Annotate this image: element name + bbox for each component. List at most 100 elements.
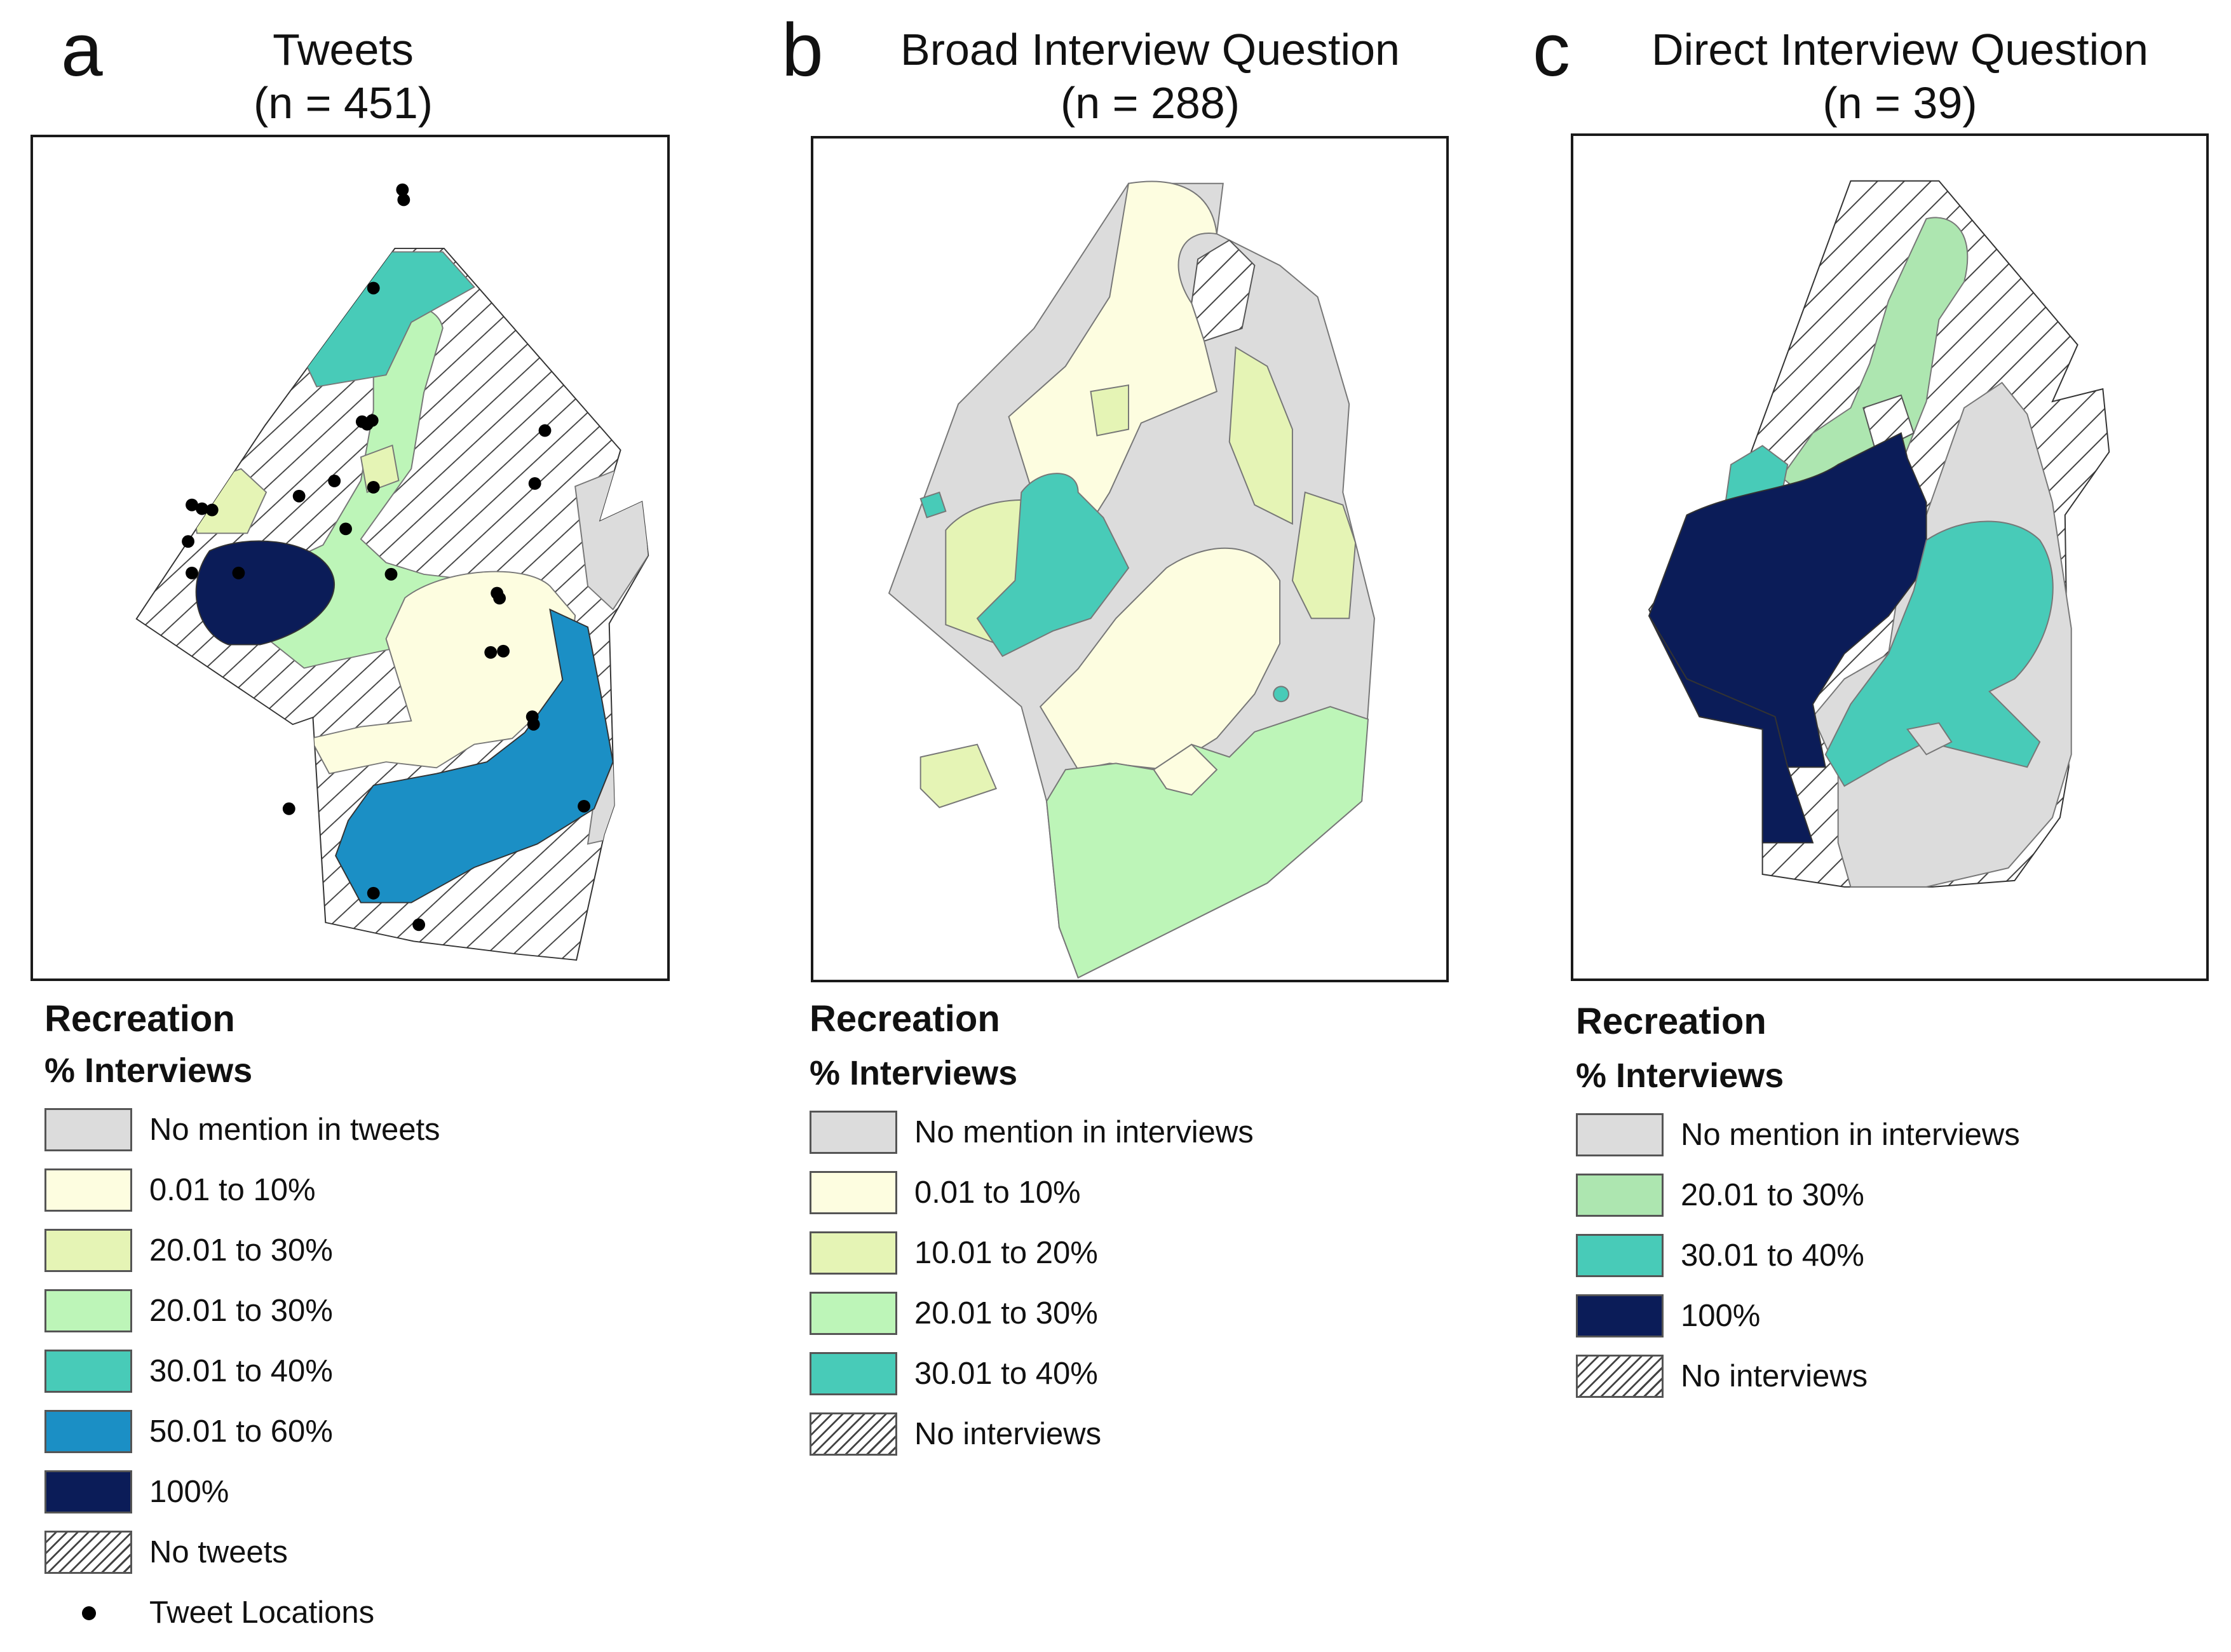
panel-letter: c — [1533, 8, 1570, 92]
legend-label: 30.01 to 40% — [1681, 1238, 1864, 1273]
region-30-40 — [919, 491, 947, 518]
legend-swatch — [44, 1531, 132, 1574]
legend-swatch — [810, 1352, 897, 1395]
legend-label: 30.01 to 40% — [149, 1354, 333, 1388]
legend-item: No mention in tweets — [44, 1108, 680, 1154]
region-10-20 — [1291, 491, 1357, 620]
choropleth-map — [1648, 180, 2110, 888]
legend-item: 10.01 to 20% — [810, 1231, 1445, 1277]
region-30-40 — [976, 473, 1130, 658]
legend-heading: Recreation — [1576, 1001, 1766, 1042]
legend-swatch — [810, 1292, 897, 1335]
legend-item: 20.01 to 30% — [810, 1292, 1445, 1337]
region-0-10 — [1008, 180, 1218, 544]
region-100 — [1648, 432, 1927, 768]
tweet-dot — [578, 799, 590, 813]
legend-item: 0.01 to 10% — [810, 1171, 1445, 1217]
legend-swatch — [44, 1168, 132, 1212]
legend-swatch — [1576, 1174, 1664, 1217]
tweet-locations — [182, 183, 590, 931]
legend-label: 0.01 to 10% — [914, 1175, 1081, 1210]
choropleth-map — [135, 183, 649, 961]
legend-swatch — [810, 1231, 897, 1275]
legend-label: No mention in tweets — [149, 1113, 440, 1147]
legend-label: 100% — [149, 1475, 229, 1509]
choropleth-map — [888, 180, 1375, 979]
legend-swatch — [44, 1108, 132, 1151]
legend-item: No interviews — [1576, 1355, 2211, 1400]
sample-size: (n = 39) — [1822, 78, 1977, 128]
legend-swatch — [1576, 1294, 1664, 1337]
tweet-dot — [339, 522, 352, 536]
legend-label: 20.01 to 30% — [914, 1296, 1098, 1330]
legend-item: 30.01 to 40% — [1576, 1234, 2211, 1280]
tweet-dot — [186, 498, 198, 511]
legend-swatch — [810, 1412, 897, 1456]
panel-title: Direct Interview Question (n = 39) — [1595, 23, 2205, 130]
legend-heading: Recreation — [810, 998, 1000, 1039]
legend-item: No tweets — [44, 1531, 680, 1576]
region-10-20 — [1090, 384, 1130, 437]
legend-item: 50.01 to 60% — [44, 1410, 680, 1456]
region-30-40 — [1273, 686, 1289, 703]
legend-swatch — [44, 1229, 132, 1272]
legend-item: 100% — [1576, 1294, 2211, 1340]
tweet-dot — [528, 477, 541, 490]
legend-label: No tweets — [149, 1535, 288, 1569]
legend-item: No interviews — [810, 1412, 1445, 1458]
tweet-dot — [328, 475, 341, 487]
panel-letter: b — [782, 8, 824, 92]
region-20-30-b — [360, 444, 400, 494]
title-text: Tweets — [273, 25, 414, 74]
legend-swatch — [44, 1470, 132, 1513]
tweet-dot — [195, 502, 208, 515]
legend-swatch — [44, 1591, 132, 1634]
tweet-dot — [365, 414, 379, 427]
legend-label: 100% — [1681, 1299, 1761, 1333]
panel-title: Tweets (n = 451) — [222, 23, 464, 130]
panel-a: a Tweets (n = 451) — [0, 0, 743, 1652]
tweet-dot — [367, 480, 380, 494]
legend-item: 30.01 to 40% — [810, 1352, 1445, 1398]
legend-label: 20.01 to 30% — [1681, 1178, 1864, 1212]
tweet-dot — [232, 566, 245, 579]
legend-subheading: % Interviews — [810, 1054, 1018, 1092]
legend-swatch — [810, 1171, 897, 1214]
tweet-dot — [493, 592, 506, 605]
tweet-dot — [396, 183, 409, 196]
legend-label: No interviews — [914, 1417, 1102, 1451]
region-50-60 — [335, 608, 614, 904]
region-0-10 — [309, 571, 576, 775]
legend-label: 30.01 to 40% — [914, 1357, 1098, 1391]
tweet-dot — [397, 193, 410, 207]
legend-label: Tweet Locations — [149, 1595, 375, 1630]
title-text: Broad Interview Question — [900, 25, 1400, 74]
legend-item: No mention in interviews — [1576, 1113, 2211, 1159]
sample-size: (n = 451) — [253, 78, 433, 128]
legend-label: No mention in interviews — [1681, 1118, 2020, 1152]
legend-label: 10.01 to 20% — [914, 1236, 1098, 1270]
region-10-20 — [1228, 346, 1293, 525]
legend-item: No mention in interviews — [810, 1111, 1445, 1156]
tweet-dot — [538, 424, 552, 437]
legend-heading: Recreation — [44, 998, 235, 1039]
tweet-dot — [182, 535, 194, 548]
legend-label: No interviews — [1681, 1359, 1868, 1393]
tweet-dot — [367, 886, 380, 900]
legend-label: 0.01 to 10% — [149, 1173, 316, 1207]
region-20-30 — [1780, 217, 1969, 503]
panel-title: Broad Interview Question (n = 288) — [832, 23, 1468, 130]
tweet-dot — [367, 281, 380, 295]
map-frame — [1571, 133, 2209, 981]
panel-c: c Direct Interview Question (n = 39) Rec… — [1531, 0, 2231, 1652]
legend: Recreation % Interviews No mention in tw… — [44, 998, 680, 1633]
legend-item: 20.01 to 30% — [44, 1229, 680, 1275]
legend-item: 0.01 to 10% — [44, 1168, 680, 1214]
legend: Recreation % Interviews No mention in in… — [1576, 1000, 2211, 1445]
tweet-dot — [527, 717, 540, 731]
tweet-dot — [497, 644, 510, 658]
legend-swatch — [1576, 1355, 1664, 1398]
legend-item: 30.01 to 40% — [44, 1350, 680, 1395]
tweet-dot — [282, 802, 295, 815]
legend-label: 20.01 to 30% — [149, 1233, 333, 1268]
